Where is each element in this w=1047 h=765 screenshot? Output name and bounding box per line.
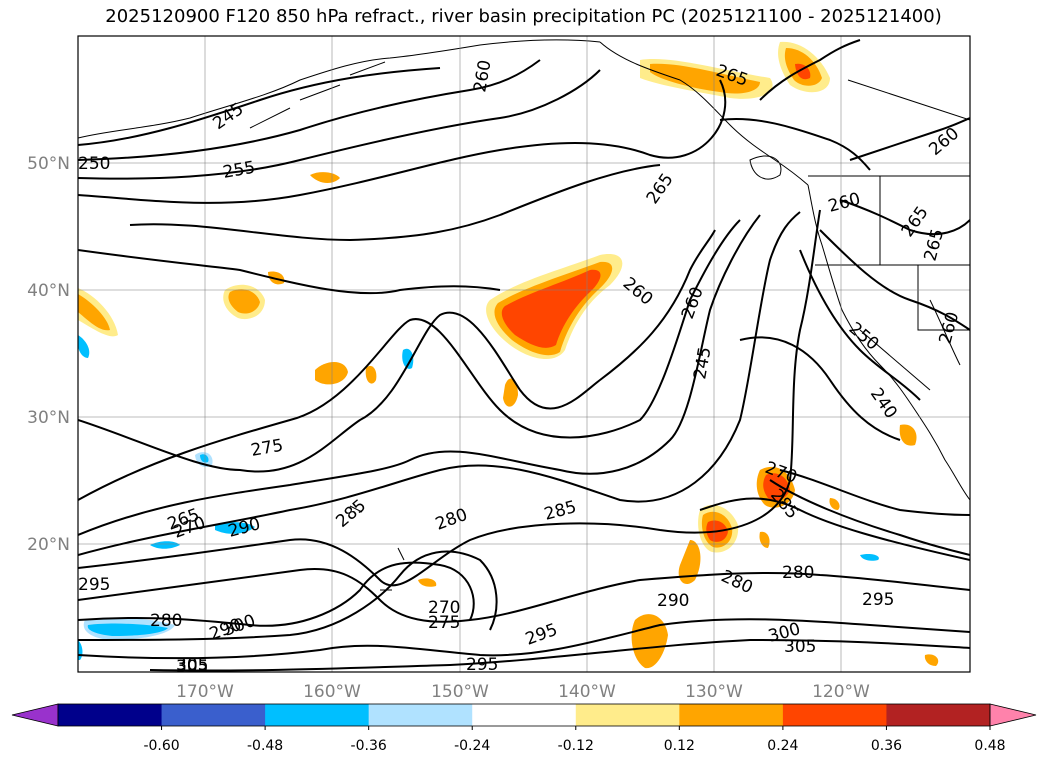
colorbar-tick-label: 0.36 [871, 738, 902, 754]
lon-label-130w: 130°W [685, 682, 743, 702]
contour-label: 270 [428, 598, 460, 618]
lat-label-30n: 30°N [27, 408, 70, 428]
colorbar: -0.60 -0.48 -0.36 -0.24 -0.12 0.12 0.24 0.36 0.4… [11, 703, 1037, 754]
refractivity-contours [78, 39, 970, 672]
colorbar-segment [679, 704, 784, 726]
precip-shading [78, 41, 939, 669]
colorbar-segment [782, 704, 887, 726]
lon-label-150w: 150°W [431, 682, 489, 702]
contour-label: 250 [78, 154, 110, 174]
contour-label: 275 [428, 613, 460, 633]
contour-label: 305 [176, 657, 208, 677]
contour-label: 280 [782, 563, 814, 583]
contour-label: 290 [657, 591, 689, 611]
colorbar-tick-label: -0.36 [351, 738, 387, 754]
colorbar-tick-label: -0.24 [454, 738, 490, 754]
colorbar-segment [161, 704, 266, 726]
contour-label: 305 [784, 637, 816, 657]
colorbar-extend-low [11, 703, 59, 727]
longitude-labels: 170°W 160°W 150°W 140°W 130°W 120°W [176, 682, 870, 702]
colorbar-segment [368, 704, 473, 726]
gridlines [78, 36, 970, 672]
lat-label-20n: 20°N [27, 535, 70, 555]
map-title: 2025120900 F120 850 hPa refract., river … [105, 6, 942, 27]
colorbar-extend-high [989, 703, 1037, 727]
colorbar-tick-label: 0.24 [767, 738, 798, 754]
colorbar-tick-label: 0.48 [974, 738, 1005, 754]
map-area: 245 250 255 260 265 260 265 260 260 265 … [77, 35, 971, 677]
contour-label: 295 [466, 655, 498, 675]
map-frame [77, 35, 971, 673]
lon-label-140w: 140°W [558, 682, 616, 702]
latitude-labels: 50°N 40°N 30°N 20°N [27, 154, 70, 555]
colorbar-tick-label: -0.60 [143, 738, 179, 754]
colorbar-segment [886, 704, 991, 726]
contour-label: 305 [176, 655, 208, 675]
contour-label: 295 [78, 575, 110, 595]
colorbar-tick-label: -0.12 [558, 738, 594, 754]
colorbar-segment [472, 704, 577, 726]
colorbar-tick-label: 0.12 [664, 738, 695, 754]
colorbar-segment [58, 704, 163, 726]
colorbar-segment [265, 704, 370, 726]
lon-label-170w: 170°W [176, 682, 234, 702]
lon-label-160w: 160°W [303, 682, 361, 702]
colorbar-segment [575, 704, 680, 726]
colorbar-border [57, 703, 991, 727]
contour-label: 280 [150, 611, 182, 631]
lat-label-50n: 50°N [27, 154, 70, 174]
lat-label-40n: 40°N [27, 281, 70, 301]
colorbar-tick-label: -0.48 [247, 738, 283, 754]
contour-label: 295 [862, 590, 894, 610]
coastlines [78, 39, 970, 591]
lon-label-120w: 120°W [812, 682, 870, 702]
